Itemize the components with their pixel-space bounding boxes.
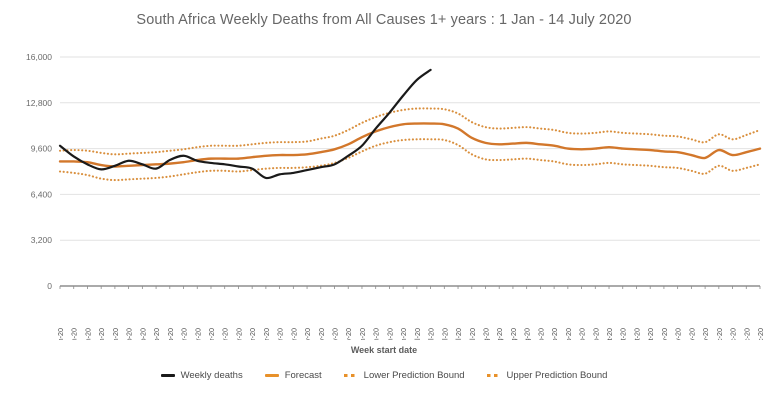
series-line <box>58 122 762 168</box>
x-axis-tick-label: 01-Jan-20 <box>56 328 65 340</box>
y-axis-tick-label: 3,200 <box>31 235 53 245</box>
x-axis-tick-label: 15-Jul-20 <box>440 328 449 340</box>
x-axis-tick-label: 18-Mar-20 <box>207 328 216 340</box>
x-axis-tick-label: 15-Apr-20 <box>262 328 271 340</box>
legend-item-label: Upper Prediction Bound <box>506 370 608 381</box>
x-axis-tick-label: 02-Sep-20 <box>536 328 545 340</box>
legend-swatch-icon <box>160 373 175 378</box>
legend-item[interactable]: Forecast <box>264 370 322 381</box>
x-axis-tick-label: 07-Oct-20 <box>605 328 614 340</box>
x-axis-tick-label: 22-Jul-20 <box>454 328 463 340</box>
y-axis-tick-label: 0 <box>47 281 52 291</box>
x-axis-tick-label: 02-Dec-20 <box>715 328 724 340</box>
x-axis-tick-label: 23-Sep-20 <box>578 328 587 340</box>
x-axis-tick-label: 23-Dec-20 <box>756 328 765 340</box>
x-axis-tick-label: 01-Apr-20 <box>234 328 243 340</box>
series-line <box>58 138 762 182</box>
series-line <box>58 107 762 156</box>
x-axis-tick-label: 09-Dec-20 <box>729 328 738 340</box>
x-axis-tick-label: 30-Sep-20 <box>591 328 600 340</box>
x-axis-tick-label: 15-Jan-20 <box>83 328 92 340</box>
legend-item-label: Forecast <box>284 370 322 381</box>
x-axis-tick-label: 17-Jun-20 <box>385 328 394 340</box>
legend-item-label: Lower Prediction Bound <box>363 370 465 381</box>
x-axis-tick-label: 14-Oct-20 <box>619 328 628 340</box>
x-axis-tick-label: 24-Jun-20 <box>399 328 408 340</box>
y-axis-tick-label: 9,600 <box>31 144 53 154</box>
legend-item[interactable]: Lower Prediction Bound <box>343 370 465 381</box>
x-axis-tick-label: 26-Feb-20 <box>166 328 175 340</box>
x-axis-tick-label: 22-Apr-20 <box>276 328 285 340</box>
x-axis-tick-label: 11-Mar-20 <box>193 328 202 340</box>
chart-plot-area: 0 3,200 6,400 9,600 12,800 16,000 01-Jan-20 08… <box>26 52 765 340</box>
x-axis-tick-label: 25-Nov-20 <box>701 328 710 340</box>
x-axis-tick-labels: 01-Jan-20 08-Jan-20 15-Jan-20 22-Jan-20 29-J… <box>56 286 765 340</box>
legend-swatch-icon <box>486 373 501 378</box>
x-axis-tick-label: 08-Apr-20 <box>248 328 257 340</box>
x-axis-tick-label: 01-Jul-20 <box>413 328 422 340</box>
x-axis-tick-label: 29-Apr-20 <box>289 328 298 340</box>
x-axis-tick-label: 11-Nov-20 <box>674 328 683 340</box>
x-axis-tick-label: 18-Nov-20 <box>687 328 696 340</box>
series-line <box>58 68 432 180</box>
x-axis-tick-label: 04-Mar-20 <box>180 328 189 340</box>
x-axis-tick-label: 19-Feb-20 <box>152 328 161 340</box>
y-axis-tick-label: 16,000 <box>26 52 52 62</box>
legend-item[interactable]: Upper Prediction Bound <box>486 370 608 381</box>
legend-item-label: Weekly deaths <box>180 370 243 381</box>
x-axis-tick-label: 03-Jun-20 <box>358 328 367 340</box>
x-axis-tick-label: 09-Sep-20 <box>550 328 559 340</box>
x-axis-tick-label: 25-Mar-20 <box>221 328 230 340</box>
x-axis-tick-label: 13-May-20 <box>317 328 326 340</box>
x-axis-tick-label: 16-Dec-20 <box>742 328 751 340</box>
x-axis-tick-label: 04-Nov-20 <box>660 328 669 340</box>
legend-swatch-icon <box>343 373 358 378</box>
chart-title: South Africa Weekly Deaths from All Caus… <box>136 12 632 28</box>
x-axis-tick-label: 20-May-20 <box>331 328 340 340</box>
x-axis-tick-label: 29-Jul-20 <box>468 328 477 340</box>
y-axis-tick-label: 12,800 <box>26 98 52 108</box>
x-axis-tick-label: 05-Aug-20 <box>481 328 490 340</box>
gridlines-group <box>60 56 760 287</box>
x-axis-tick-label: 05-Feb-20 <box>125 328 134 340</box>
x-axis-tick-label: 10-Jun-20 <box>372 328 381 340</box>
y-axis-tick-labels: 0 3,200 6,400 9,600 12,800 16,000 <box>26 52 52 291</box>
x-axis-tick-label: 12-Aug-20 <box>495 328 504 340</box>
x-axis-tick-label: 28-Oct-20 <box>646 328 655 340</box>
series-paths-group <box>58 68 762 182</box>
x-axis-tick-label: 29-Jan-20 <box>111 328 120 340</box>
x-axis-tick-label: 22-Jan-20 <box>97 328 106 340</box>
x-axis-tick-label: 12-Feb-20 <box>138 328 147 340</box>
x-axis-tick-label: 27-May-20 <box>344 328 353 340</box>
legend-item[interactable]: Weekly deaths <box>160 370 243 381</box>
x-axis-tick-label: 19-Aug-20 <box>509 328 518 340</box>
x-axis-tick-label: 08-Jan-20 <box>70 328 79 340</box>
x-axis-tick-label: 21-Oct-20 <box>632 328 641 340</box>
y-axis-tick-label: 6,400 <box>31 189 53 199</box>
x-axis-title: Week start date <box>350 345 418 355</box>
x-axis-tick-label: 06-May-20 <box>303 328 312 340</box>
x-axis-tick-label: 26-Aug-20 <box>523 328 532 340</box>
legend-swatch-icon <box>264 373 279 378</box>
x-axis-tick-label: 08-Jul-20 <box>427 328 436 340</box>
x-axis-tick-label: 16-Sep-20 <box>564 328 573 340</box>
chart-legend: Weekly deaths Forecast Lower Prediction Bo… <box>0 370 768 381</box>
